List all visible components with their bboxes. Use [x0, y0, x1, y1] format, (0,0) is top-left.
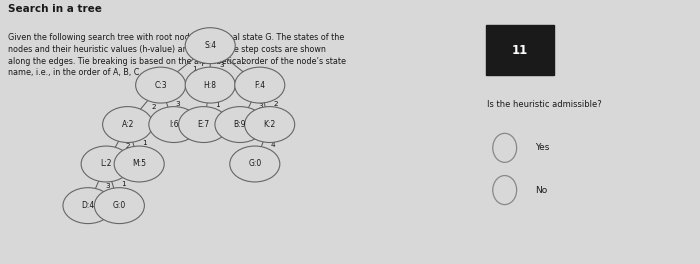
Text: I:6: I:6	[169, 120, 178, 129]
Ellipse shape	[114, 146, 164, 182]
Ellipse shape	[186, 28, 235, 64]
Ellipse shape	[149, 107, 199, 143]
Ellipse shape	[103, 107, 153, 143]
Text: Yes: Yes	[535, 143, 550, 152]
Text: 2: 2	[242, 59, 246, 65]
Text: 3: 3	[176, 101, 181, 107]
Text: B:9: B:9	[234, 120, 246, 129]
Text: 1: 1	[121, 181, 126, 187]
Ellipse shape	[178, 107, 229, 143]
Text: 1: 1	[216, 102, 220, 108]
Text: 1: 1	[142, 140, 146, 147]
Text: H:8: H:8	[204, 81, 217, 89]
FancyBboxPatch shape	[486, 25, 554, 75]
Text: F:4: F:4	[254, 81, 265, 89]
Text: L:2: L:2	[100, 159, 112, 168]
Text: A:2: A:2	[121, 120, 134, 129]
Ellipse shape	[230, 146, 280, 182]
Text: 3: 3	[219, 62, 223, 68]
Ellipse shape	[186, 67, 235, 103]
Text: Search in a tree: Search in a tree	[8, 4, 101, 14]
Text: D:4: D:4	[81, 201, 94, 210]
Text: K:2: K:2	[263, 120, 276, 129]
Text: Is the heuristic admissible?: Is the heuristic admissible?	[487, 100, 602, 109]
Text: 4: 4	[271, 142, 275, 148]
Text: No: No	[535, 186, 547, 195]
Text: 3: 3	[106, 183, 110, 189]
Text: 11: 11	[512, 44, 528, 57]
Ellipse shape	[94, 188, 144, 224]
Text: 2: 2	[152, 104, 157, 110]
Text: C:3: C:3	[154, 81, 167, 89]
Ellipse shape	[244, 107, 295, 143]
Ellipse shape	[136, 67, 186, 103]
Ellipse shape	[63, 188, 113, 224]
Text: 2: 2	[273, 101, 278, 107]
Ellipse shape	[215, 107, 265, 143]
Text: Given the following search tree with root node S and goal state G. The states of: Given the following search tree with roo…	[8, 33, 346, 77]
Text: 1: 1	[193, 65, 197, 72]
Ellipse shape	[81, 146, 131, 182]
Text: 2: 2	[125, 143, 130, 149]
Text: G:0: G:0	[113, 201, 126, 210]
Text: S:4: S:4	[204, 41, 216, 50]
Ellipse shape	[234, 67, 285, 103]
Text: G:0: G:0	[248, 159, 261, 168]
Text: M:5: M:5	[132, 159, 146, 168]
Text: E:7: E:7	[197, 120, 210, 129]
Text: 3: 3	[258, 103, 262, 109]
